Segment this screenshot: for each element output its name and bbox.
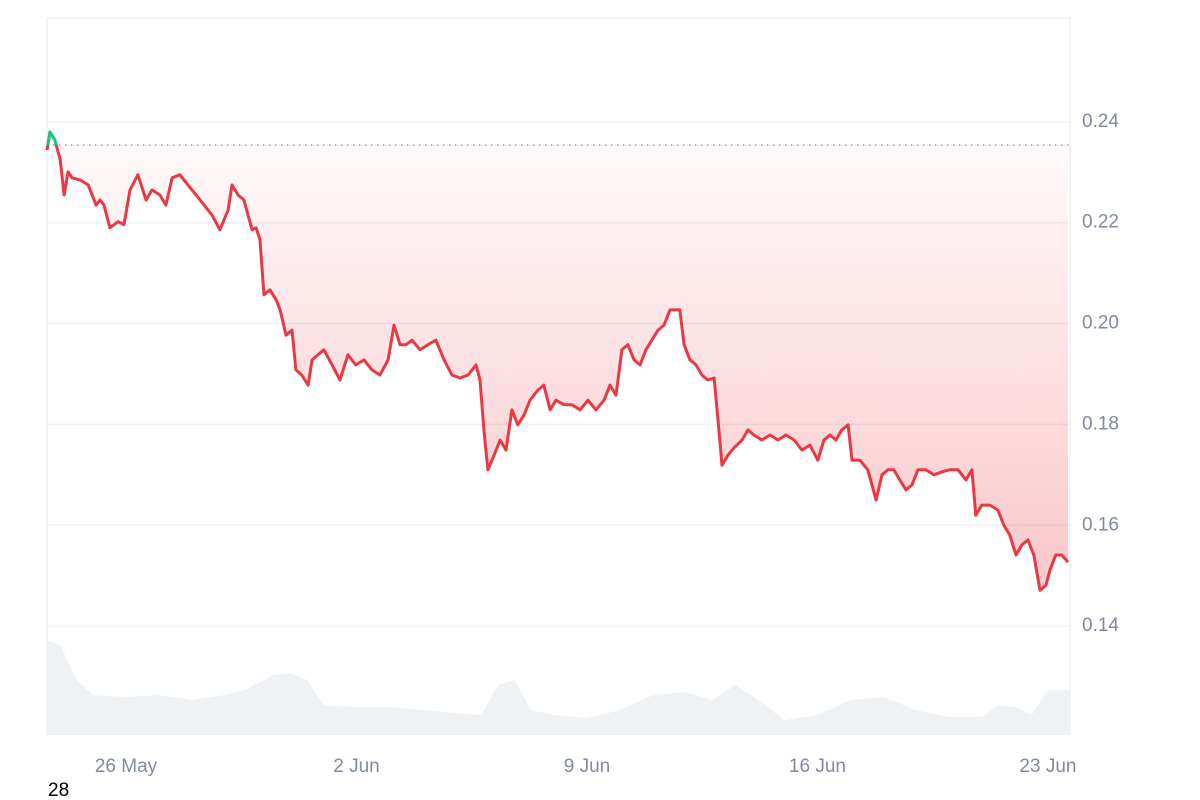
y-tick-label: 0.24 [1082,111,1119,132]
area-below-reference [47,132,1069,591]
x-tick-label: 9 Jun [564,756,610,777]
x-tick-label: 2 Jun [333,756,379,777]
y-tick-label: 0.16 [1082,514,1119,535]
footnote: 28 [48,780,69,800]
x-tick-label: 26 May [95,756,158,777]
x-tick-label: 23 Jun [1019,756,1076,777]
y-tick-label: 0.18 [1082,413,1119,434]
x-tick-label: 16 Jun [789,756,846,777]
price-line [45,130,1070,592]
y-tick-label: 0.14 [1082,615,1119,636]
y-tick-label: 0.20 [1082,313,1119,334]
volume-area [47,640,1070,735]
y-tick-label: 0.22 [1082,212,1119,233]
